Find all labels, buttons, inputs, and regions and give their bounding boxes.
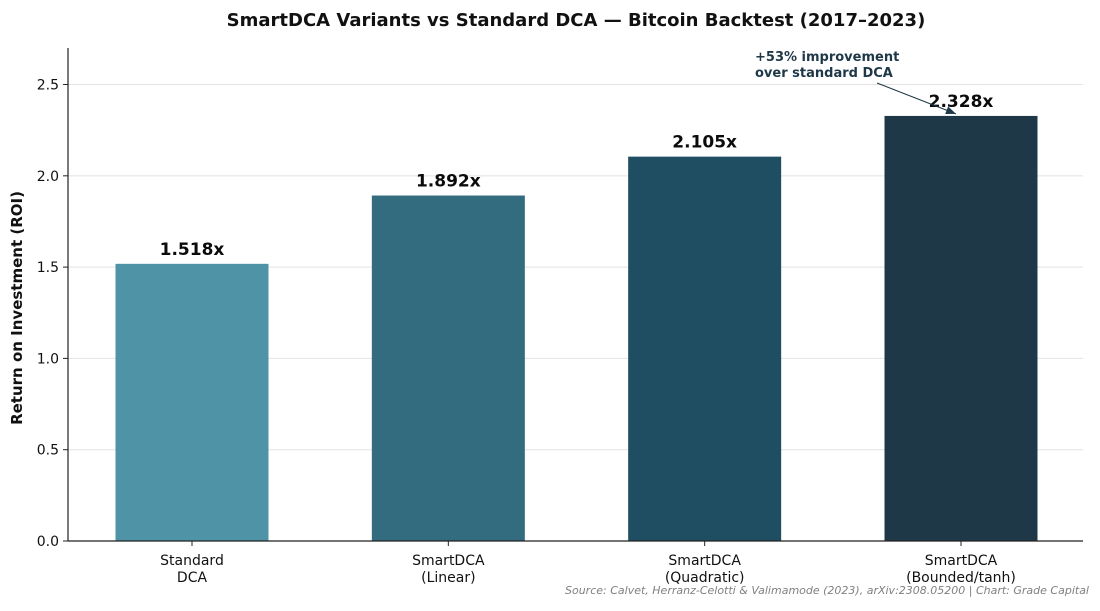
- x-tick-label: (Quadratic): [665, 570, 745, 586]
- annotation-line-1: +53% improvement: [755, 50, 899, 65]
- x-tick-labels: StandardDCASmartDCA(Linear)SmartDCA(Quad…: [160, 541, 1016, 586]
- bars: [115, 115, 1038, 542]
- data-labels: 1.518x 1.892x 2.105x 2.328x: [160, 92, 994, 260]
- y-tick-label: 0.5: [37, 443, 59, 459]
- bar-value-label: 1.518x: [160, 240, 225, 260]
- x-tick-label: Standard: [160, 553, 224, 569]
- y-axis-label: Return on Investment (ROI): [8, 191, 26, 425]
- bar: [884, 115, 1038, 542]
- annotation-arrow-head: [945, 106, 956, 115]
- y-ticks: 0.0 0.5 1.0 1.5 2.0 2.5: [37, 78, 68, 550]
- axes: [67, 48, 1083, 542]
- x-tick-label: SmartDCA: [668, 553, 741, 569]
- y-tick-label: 1.0: [37, 351, 59, 367]
- y-tick-label: 2.0: [37, 169, 59, 185]
- bar: [371, 195, 525, 541]
- source-note: Source: Calvet, Herranz-Celotti & Valima…: [565, 584, 1089, 597]
- bar-value-label: 1.892x: [416, 172, 481, 192]
- improvement-annotation: +53% improvement over standard DCA: [755, 50, 957, 115]
- bar: [628, 156, 782, 542]
- x-tick-label: DCA: [177, 570, 208, 586]
- x-tick-label: (Linear): [421, 570, 475, 586]
- bar-value-label: 2.328x: [929, 92, 994, 112]
- y-tick-label: 1.5: [37, 260, 59, 276]
- bar-value-label: 2.105x: [672, 133, 737, 153]
- annotation-arrow: [876, 82, 957, 115]
- annotation-line-2: over standard DCA: [755, 66, 893, 81]
- chart-title: SmartDCA Variants vs Standard DCA — Bitc…: [227, 10, 926, 31]
- x-tick-label: SmartDCA: [412, 553, 485, 569]
- bar: [115, 263, 269, 541]
- annotation-text: +53% improvement over standard DCA: [755, 50, 904, 81]
- x-tick-label: SmartDCA: [925, 553, 998, 569]
- y-tick-label: 2.5: [37, 78, 59, 94]
- x-tick-label: (Bounded/tanh): [906, 570, 1016, 586]
- y-tick-label: 0.0: [37, 534, 59, 550]
